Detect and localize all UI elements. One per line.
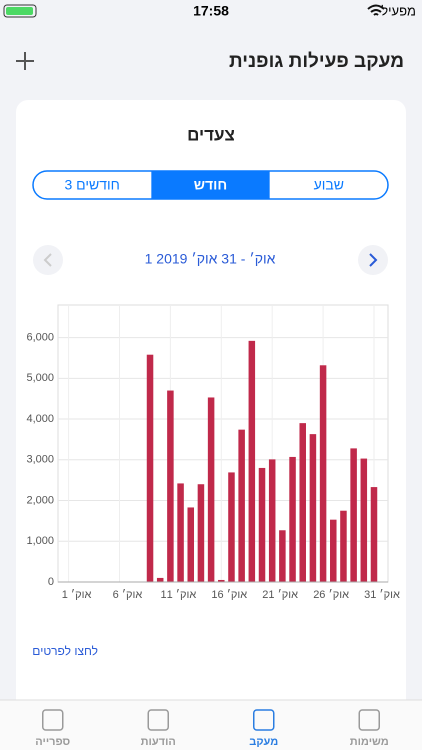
wifi-icon bbox=[367, 4, 385, 16]
tab-icon bbox=[147, 709, 169, 731]
bar bbox=[187, 507, 195, 582]
bar bbox=[309, 434, 317, 582]
prev-chevron bbox=[43, 253, 52, 267]
x-tick-label: 26 אוק׳ bbox=[313, 588, 349, 601]
x-tick-label: 11 אוק׳ bbox=[160, 588, 196, 601]
x-tick-label: 16 אוק׳ bbox=[211, 588, 247, 601]
time: 17:58 bbox=[193, 3, 229, 19]
bar bbox=[268, 459, 276, 582]
chart: 0 1,000 2,000 3,000 4,000 5,000 6,000 1 אוק׳ 6 א… bbox=[26, 304, 400, 601]
segment-label[interactable]: חודש bbox=[194, 177, 227, 193]
y-tick-label: 3,000 bbox=[26, 454, 54, 466]
bar bbox=[258, 467, 266, 582]
card-title: צעדים bbox=[187, 125, 235, 144]
y-tick-label: 0 bbox=[48, 576, 54, 588]
bar bbox=[289, 456, 296, 582]
date-range: 1 אוק׳ - 31 אוק׳ 2019 bbox=[145, 251, 276, 267]
bar bbox=[319, 365, 327, 582]
bar bbox=[360, 458, 368, 582]
y-tick-label: 2,000 bbox=[26, 494, 54, 506]
bar bbox=[340, 510, 347, 582]
prev-button[interactable] bbox=[33, 245, 63, 275]
segment-label[interactable]: 3 חודשים bbox=[64, 177, 119, 193]
bar bbox=[279, 530, 286, 582]
bar bbox=[156, 577, 164, 582]
tab-bar bbox=[0, 700, 422, 750]
battery bbox=[3, 4, 37, 18]
bar bbox=[146, 354, 154, 582]
bar bbox=[248, 340, 256, 582]
tab-label[interactable]: משימות bbox=[350, 736, 389, 748]
next-chevron bbox=[369, 253, 378, 267]
x-tick-label: 31 אוק׳ bbox=[364, 588, 400, 601]
bar bbox=[207, 397, 215, 582]
header-title: מעקב פעילות גופנית bbox=[229, 51, 404, 72]
bar bbox=[197, 484, 205, 582]
bar bbox=[299, 423, 306, 582]
x-tick-label: 21 אוק׳ bbox=[262, 588, 298, 601]
x-tick-label: 6 אוק׳ bbox=[113, 588, 143, 601]
segment-selected bbox=[151, 171, 270, 199]
tab-label[interactable]: ספרייה bbox=[35, 736, 70, 748]
bar bbox=[218, 579, 225, 582]
segment-label[interactable]: שבוע bbox=[314, 177, 344, 193]
y-tick-label: 4,000 bbox=[26, 413, 54, 425]
battery-level bbox=[6, 7, 33, 15]
y-tick-label: 5,000 bbox=[26, 372, 54, 384]
bar bbox=[370, 487, 378, 582]
tab-icon bbox=[42, 709, 64, 731]
y-tick-label: 6,000 bbox=[26, 331, 54, 343]
tabs: משימות מעקב הודעות ספרייה bbox=[35, 709, 389, 748]
bar bbox=[350, 448, 357, 582]
details-link[interactable]: לחצו לפרטים bbox=[32, 644, 98, 658]
segmented-control: שבוע חודש 3 חודשים bbox=[32, 170, 389, 200]
bar bbox=[330, 519, 337, 582]
bar bbox=[228, 472, 235, 582]
y-tick-label: 1,000 bbox=[26, 535, 54, 547]
bar bbox=[238, 429, 245, 582]
tab-icon bbox=[253, 709, 275, 731]
add-button[interactable] bbox=[16, 52, 34, 70]
tab-icon bbox=[358, 709, 380, 731]
next-button[interactable] bbox=[358, 245, 388, 275]
bar bbox=[167, 390, 174, 582]
bar bbox=[177, 483, 184, 582]
x-tick-label: 1 אוק׳ bbox=[62, 588, 92, 601]
tab-label[interactable]: הודעות bbox=[141, 736, 176, 748]
carrier: מפעיל bbox=[381, 3, 416, 18]
tab-label[interactable]: מעקב bbox=[249, 736, 278, 748]
